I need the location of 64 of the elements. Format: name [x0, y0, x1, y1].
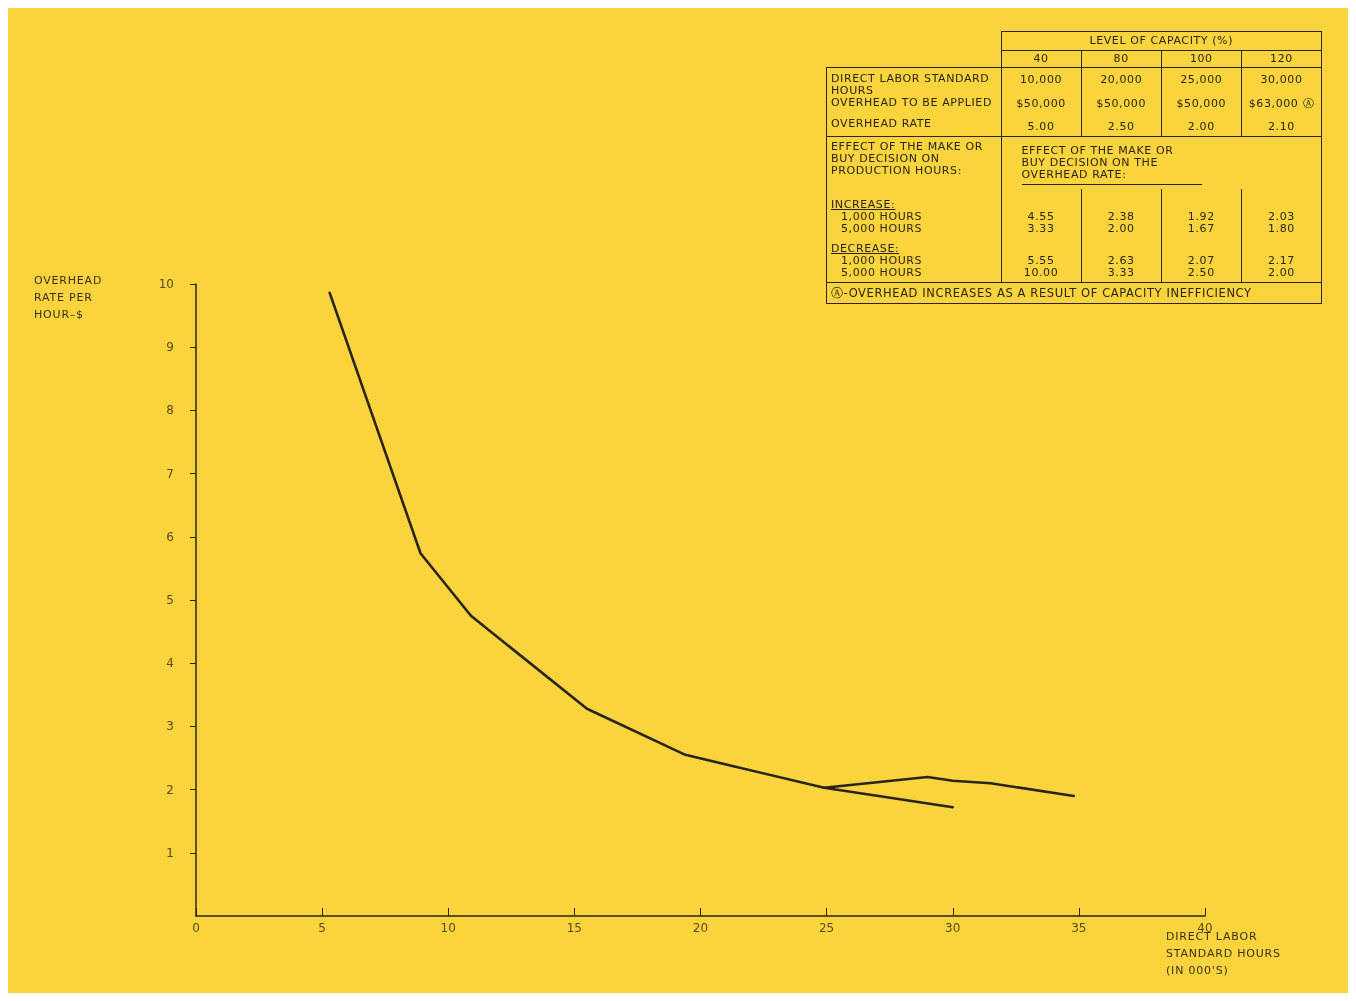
- y-tick-label: 9: [166, 340, 174, 355]
- text: LEVEL OF CAPACITY (%): [1001, 31, 1322, 51]
- text: 10,000: [1020, 73, 1063, 86]
- text: 1.92: [1187, 210, 1215, 223]
- text: EFFECT OF THE MAKE OR BUY DECISION ON PRODUCTION HOURS:: [826, 136, 1001, 189]
- y-tick-label: 5: [166, 593, 174, 607]
- text: 4.55: [1027, 210, 1055, 223]
- text: 5.55: [1027, 254, 1055, 267]
- category-label: 80: [1081, 50, 1162, 68]
- y-tick-label: 6: [166, 529, 174, 544]
- x-tick-label: 5: [318, 921, 326, 935]
- text: 2.38: [1107, 210, 1135, 223]
- text: 2.17: [1267, 254, 1295, 267]
- category-label: OVERHEAD TO BE APPLIED: [831, 96, 992, 109]
- text: 20,000: [1100, 73, 1143, 86]
- text: 2.50: [1107, 120, 1135, 133]
- text: 25,000: [1180, 73, 1223, 86]
- y-tick-label: 3: [166, 719, 174, 734]
- x-tick-label: 35: [1071, 921, 1087, 935]
- text: DECREASE:: [831, 242, 900, 255]
- y-tick-label: 10: [158, 277, 174, 291]
- text: 3.33: [1107, 266, 1135, 279]
- text: 30,000: [1260, 73, 1303, 86]
- y-tick-label: 4: [166, 656, 174, 671]
- text: 2.50: [1187, 266, 1215, 279]
- x-tick-label: 10: [440, 921, 456, 935]
- y-axis-title: OVERHEAD RATE PER HOUR–$: [34, 273, 104, 323]
- text: 2.07: [1187, 254, 1215, 267]
- x-tick-label: 25: [818, 921, 835, 935]
- text: 1.67: [1187, 222, 1215, 235]
- text: 3.33: [1027, 222, 1055, 235]
- category-label: DIRECT LABOR STANDARD HOURS: [831, 72, 990, 97]
- category-label: 1,000 HOURS: [841, 254, 923, 267]
- text: 2.00: [1267, 266, 1295, 279]
- category-label: 5,000 HOURS: [841, 222, 923, 235]
- text: 2.00: [1107, 222, 1135, 235]
- y-tick-label: 8: [166, 403, 174, 418]
- text: 5.00: [1027, 120, 1055, 133]
- x-tick-label: 20: [692, 921, 709, 935]
- category-label: 40: [1001, 50, 1082, 68]
- category-label: OVERHEAD RATE: [831, 117, 932, 130]
- category-label: 1,000 HOURS: [841, 210, 923, 223]
- y-tick-label: 1: [166, 845, 174, 860]
- text: 2.03: [1267, 210, 1295, 223]
- text: $63,000 Ⓐ: [1248, 97, 1315, 110]
- annotation: Ⓐ-OVERHEAD INCREASES AS A RESULT OF CAPACITY INEFFICIENCY: [826, 282, 1322, 304]
- x-tick-label: 0: [192, 921, 200, 935]
- text: $50,000: [1016, 97, 1066, 110]
- x-tick-label: 30: [945, 921, 961, 935]
- y-tick-label: 7: [166, 466, 174, 481]
- x-tick-label: 15: [566, 921, 583, 935]
- text: 10.00: [1023, 266, 1059, 279]
- text: INCREASE:: [831, 198, 896, 211]
- text: 2.10: [1267, 120, 1295, 133]
- text: $50,000: [1176, 97, 1227, 110]
- text: 2.00: [1187, 120, 1215, 133]
- text: $50,000: [1096, 97, 1147, 110]
- text: 1.80: [1267, 222, 1295, 235]
- text: EFFECT OF THE MAKE OR BUY DECISION ON THE OVERHEAD RATE:: [1021, 144, 1202, 185]
- category-label: 100: [1161, 50, 1242, 68]
- category-label: 120: [1241, 50, 1322, 68]
- y-tick-label: 2: [166, 782, 174, 797]
- text: 2.63: [1107, 254, 1135, 267]
- category-label: 5,000 HOURS: [841, 266, 923, 279]
